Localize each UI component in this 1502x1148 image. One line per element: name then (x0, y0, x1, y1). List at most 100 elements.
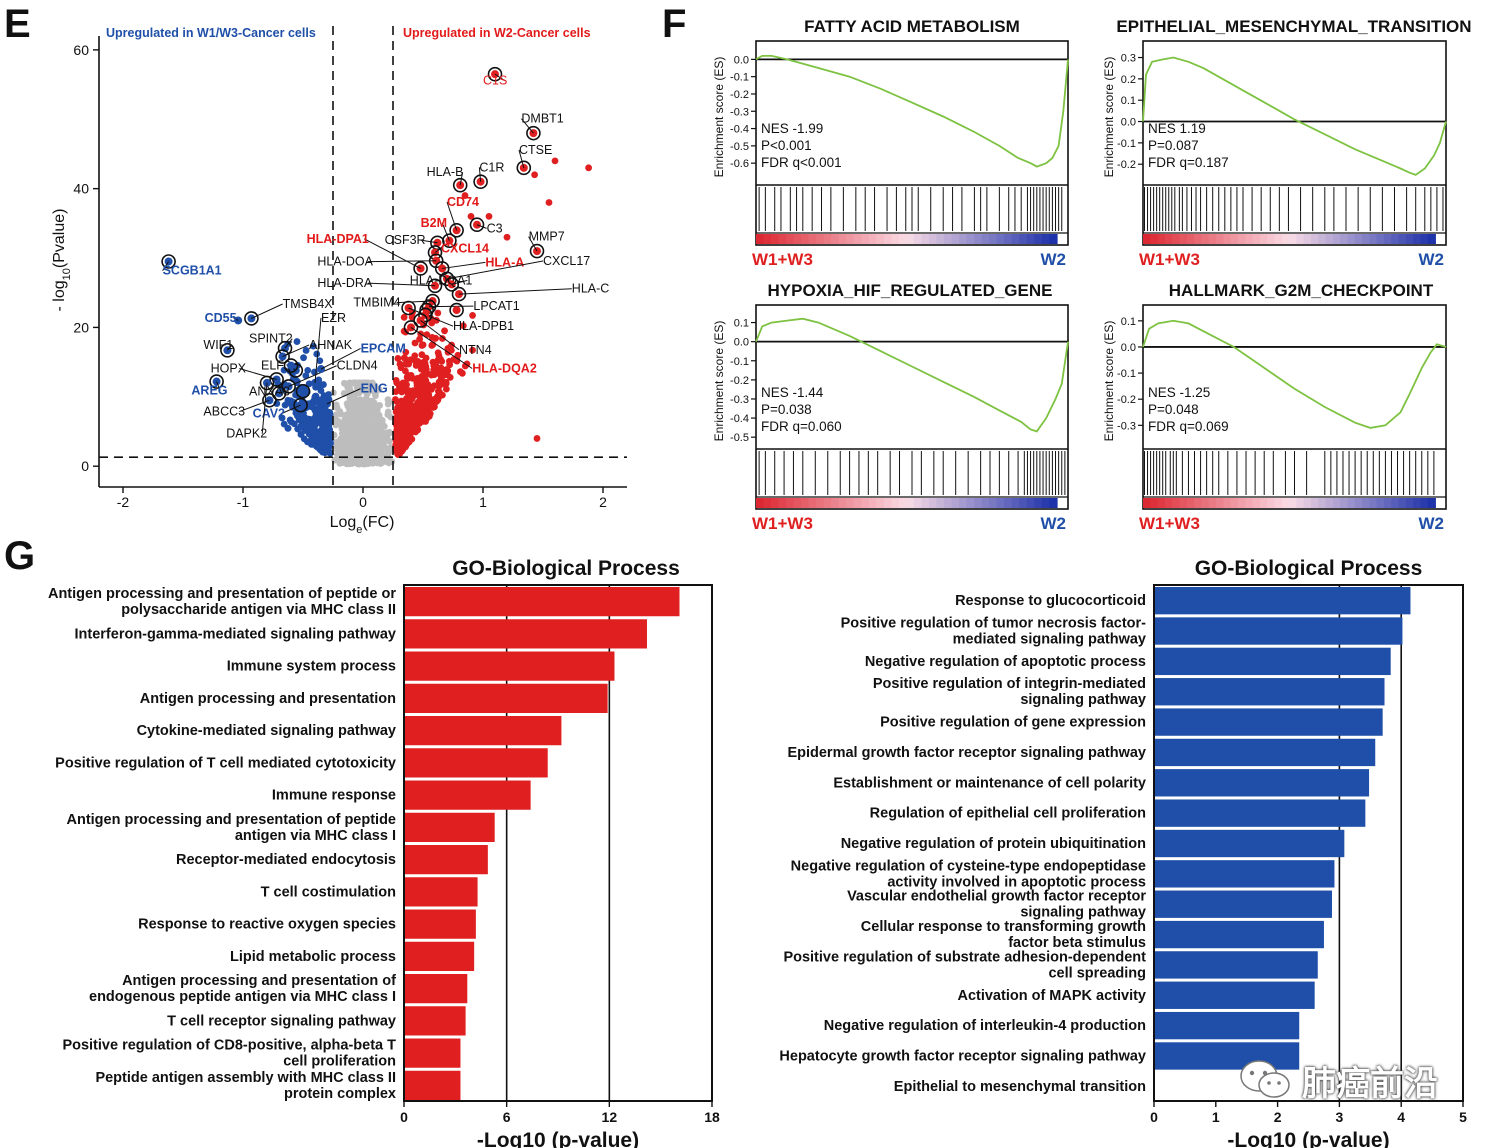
go-bars-blue-bar (1154, 708, 1383, 736)
volcano-point-label: EPCAM (361, 341, 406, 355)
volcano-point (403, 440, 411, 448)
gsea-rank-segment (1179, 498, 1188, 508)
volcano-x-label-tail: (FC) (362, 514, 394, 531)
volcano-point (461, 192, 469, 199)
volcano-point (321, 412, 328, 420)
volcano-point (363, 400, 371, 408)
gsea-rank-segment (763, 498, 772, 508)
volcano-point (353, 416, 361, 424)
gsea-frame (1142, 304, 1447, 510)
gsea-rank-segment (778, 498, 787, 508)
volcano-point-ring (293, 397, 308, 413)
gsea-rank-segment (1296, 498, 1305, 508)
gsea-nes: NES -1.99 (761, 121, 823, 136)
gsea-rank-segment (1384, 498, 1393, 508)
volcano-point (301, 415, 309, 423)
gsea-rank-segment (1019, 498, 1028, 508)
volcano-label-leader (446, 201, 458, 231)
volcano-point-label: AHNAK (309, 338, 353, 352)
volcano-point (461, 362, 469, 370)
gsea-rank-segment (1259, 498, 1268, 508)
gsea-y-tick-label: -0.3 (1117, 420, 1136, 432)
volcano-point (309, 342, 317, 350)
volcano-point (399, 379, 407, 387)
gsea-rank-segment (944, 234, 953, 244)
gsea-rank-segment (1026, 498, 1036, 508)
gsea-rank-segment (1376, 498, 1385, 508)
go-bars-red-bar (404, 587, 680, 617)
gsea-rank-segment (1347, 498, 1356, 508)
gsea-rank-segment (1310, 498, 1320, 508)
gsea-rank-segment (838, 498, 848, 508)
go-bars-blue-category-label: Response to glucocorticoid (955, 593, 1146, 609)
go-bars-blue-category-label: signaling pathway (1020, 905, 1146, 921)
gsea-rank-segment (1237, 234, 1247, 244)
gsea-rank-segment (1004, 234, 1013, 244)
volcano-point-ring (401, 300, 416, 316)
gsea-rank-segment (1216, 498, 1225, 508)
gsea-rank-segment (1208, 498, 1217, 508)
gsea-y-tick-label: -0.1 (1117, 368, 1136, 380)
volcano-point (393, 447, 401, 454)
volcano-x-tick-label: 0 (359, 494, 367, 510)
gsea-y-tick-label: -0.1 (1117, 138, 1136, 150)
gsea-y-tick-label: 0.3 (1121, 53, 1136, 65)
volcano-label-leader (396, 300, 433, 304)
gsea-rank-segment (838, 234, 848, 244)
volcano-point (367, 413, 375, 421)
volcano-point (416, 335, 424, 343)
gsea-rank-segment (793, 234, 802, 244)
volcano-point (384, 411, 392, 419)
volcano-point-ring (403, 320, 419, 335)
volcano-point (377, 451, 385, 459)
gsea-rank-segment (1362, 498, 1371, 508)
go-bars-blue-bar (1154, 587, 1411, 615)
go-bars-red-bar (404, 877, 478, 907)
gsea-rank-segment (1405, 498, 1415, 508)
gsea-rank-segment (823, 234, 833, 244)
gsea-rank-segment (1172, 234, 1181, 244)
volcano-point (409, 424, 417, 432)
volcano-label-leader (251, 303, 283, 319)
gsea-rank-segment (1347, 234, 1356, 244)
gsea-y-tick-label: 0.0 (1121, 117, 1136, 129)
go-bars-blue-bar (1154, 951, 1318, 979)
gsea-y-tick-label: -0.2 (730, 375, 749, 387)
gsea-right-group-label: W2 (1419, 514, 1445, 533)
volcano-point (360, 416, 368, 424)
gsea-rank-segment (1325, 234, 1334, 244)
volcano-point-label: HLA-DRA (317, 276, 373, 290)
gsea-es-curve (755, 55, 1069, 168)
volcano-point (280, 420, 288, 428)
gsea-rank-segment (1049, 234, 1058, 244)
gsea-y-tick-label: -0.5 (730, 432, 749, 444)
volcano-point (287, 361, 295, 370)
go-bars-red-category-label: Immune response (272, 788, 396, 804)
gsea-rank-segment (1034, 234, 1043, 244)
go-bars-blue-bar (1154, 647, 1391, 676)
gsea-right-group-label: W2 (1041, 514, 1067, 533)
gsea-rank-segment (883, 498, 893, 508)
gsea-rank-segment (771, 498, 780, 508)
gsea-rank-segment (1303, 498, 1312, 508)
volcano-point-ring (449, 222, 464, 238)
go-bars-blue-bar (1154, 829, 1345, 858)
volcano-point-label: HLA-DQA1 (410, 273, 473, 287)
volcano-point (363, 390, 371, 398)
volcano-point (419, 383, 427, 390)
gsea-rank-segment (1252, 498, 1261, 508)
volcano-point-label: SCGB1A1 (163, 264, 222, 278)
volcano-label-leader (442, 261, 486, 269)
volcano-point (454, 351, 462, 359)
volcano-label-leader (528, 236, 538, 252)
volcano-y-tick-label: 0 (81, 458, 89, 474)
volcano-point (375, 386, 383, 393)
volcano-x-label: Loge(FC) (330, 514, 395, 536)
go-bars-blue-bar (1154, 981, 1315, 1009)
gsea-rank-segment (989, 498, 998, 508)
gsea-rank-segment (898, 498, 908, 508)
gsea-rank-segment (808, 498, 817, 508)
volcano-point (365, 408, 373, 416)
go-bars-red-frame (403, 584, 713, 1102)
gsea-nes: NES -1.25 (1148, 385, 1210, 400)
